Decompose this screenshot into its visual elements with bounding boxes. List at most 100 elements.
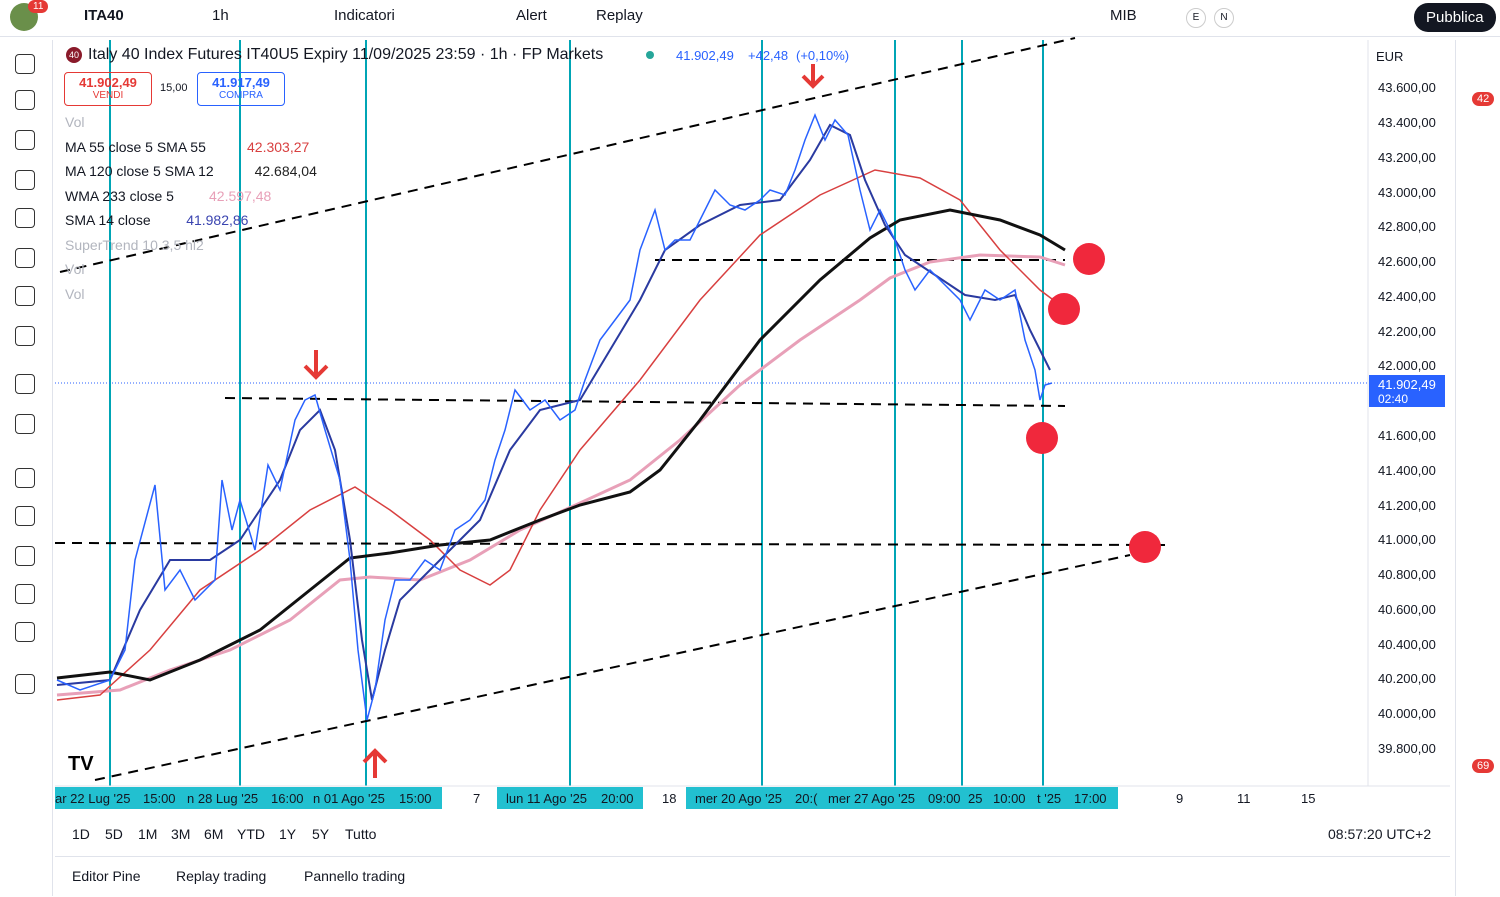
symbol[interactable]: ITA40 xyxy=(84,7,124,24)
indicator-name: SuperTrend 10 3,5 hl2 xyxy=(65,236,204,253)
change: +42,48 xyxy=(748,48,789,63)
left-toolbar xyxy=(0,40,53,896)
range-button[interactable]: 5Y xyxy=(312,826,330,842)
time-label: 20:( xyxy=(795,791,818,806)
price-label-bg xyxy=(1369,375,1445,407)
price-label: 43.000,00 xyxy=(1378,185,1436,200)
arrows xyxy=(303,64,825,778)
time-label: 10:00 xyxy=(993,791,1026,806)
price-label: 40.400,00 xyxy=(1378,637,1436,652)
tool-icon[interactable] xyxy=(15,54,35,74)
price-label: 41.000,00 xyxy=(1378,532,1436,547)
range-button[interactable]: 1Y xyxy=(279,826,297,842)
price-label: 42.800,00 xyxy=(1378,219,1436,234)
time-label: 18 xyxy=(662,791,677,806)
range-button[interactable]: YTD xyxy=(237,826,265,842)
indicator-name: MA 55 close 5 SMA 55 xyxy=(65,138,206,155)
alert-button[interactable]: Alert xyxy=(516,7,547,24)
range-button[interactable]: 6M xyxy=(204,826,224,842)
last-price: 41.902,49 xyxy=(676,48,734,63)
price-axis-bg xyxy=(1368,40,1450,786)
exchange[interactable]: MIB xyxy=(1110,7,1137,24)
buy-price: 41.917,49 xyxy=(212,75,270,90)
time-label: 16:00 xyxy=(271,791,304,806)
legend-title: Italy 40 Index Futures IT40U5 Expiry 11/… xyxy=(88,46,604,63)
tool-icon[interactable] xyxy=(15,130,35,150)
tool-icon[interactable] xyxy=(15,468,35,488)
tool-icon[interactable] xyxy=(15,90,35,110)
tool-icon[interactable] xyxy=(15,584,35,604)
ma-120 xyxy=(56,208,1066,682)
range-button[interactable]: Tutto xyxy=(345,826,377,842)
price-label: 42.600,00 xyxy=(1378,254,1436,269)
time-label: t '25 xyxy=(1037,791,1062,806)
price-label: 42.200,00 xyxy=(1378,324,1436,339)
price-label: 43.200,00 xyxy=(1378,150,1436,165)
range-button[interactable]: 1D xyxy=(72,826,90,842)
tool-icon[interactable] xyxy=(15,546,35,566)
price-label: 42.000,00 xyxy=(1378,358,1436,373)
indicator-value: 42.597,48 xyxy=(209,187,272,204)
alerts-badge: 42 xyxy=(1472,92,1495,106)
tool-icon[interactable] xyxy=(15,326,35,346)
indicators-button[interactable]: Indicatori xyxy=(334,7,395,24)
price-label: 40.600,00 xyxy=(1378,602,1436,617)
tool-icon[interactable] xyxy=(15,674,35,694)
range-button[interactable]: 3M xyxy=(171,826,191,842)
time-label: 09:00 xyxy=(928,791,961,806)
time-label: 9 xyxy=(1176,791,1184,806)
sell-button[interactable]: 41.902,49 VENDI xyxy=(64,72,152,106)
tool-icon[interactable] xyxy=(15,286,35,306)
time-label: 15:00 xyxy=(399,791,432,806)
tool-icon[interactable] xyxy=(15,208,35,228)
price-label: 43.600,00 xyxy=(1378,80,1436,95)
replay-button[interactable]: Replay xyxy=(596,7,643,24)
ma-55 xyxy=(56,169,1061,701)
e-button[interactable]: E xyxy=(1186,8,1206,28)
tool-icon[interactable] xyxy=(15,622,35,642)
bottom-panel xyxy=(55,856,1450,897)
tool-icon[interactable] xyxy=(15,414,35,434)
tool-icon[interactable] xyxy=(15,248,35,268)
indicator-value: 41.982,86 xyxy=(186,212,249,228)
indicator-name: MA 120 close 5 SMA 12 xyxy=(65,163,214,179)
tool-icon[interactable] xyxy=(15,374,35,394)
range-button[interactable]: 1M xyxy=(138,826,158,842)
time-label: 25 xyxy=(968,791,983,806)
n-button[interactable]: N xyxy=(1214,8,1234,28)
bottom-tab[interactable]: Editor Pine xyxy=(72,868,141,884)
price-label: 41.600,00 xyxy=(1378,428,1436,443)
time-label: mer 20 Ago '25 xyxy=(695,791,783,806)
price xyxy=(56,112,1053,721)
time-label: 11 xyxy=(1237,791,1251,806)
price-label: 39.800,00 xyxy=(1378,741,1436,756)
price-label: 41.200,00 xyxy=(1378,498,1436,513)
avatar-badge: 11 xyxy=(28,0,49,13)
buy-button[interactable]: 41.917,49 COMPRA xyxy=(197,72,285,106)
time-label: 20:00 xyxy=(601,791,634,806)
spread: 15,00 xyxy=(160,82,188,94)
right-sidebar xyxy=(1455,40,1500,896)
markers xyxy=(1026,243,1161,563)
clock: 08:57:20 UTC+2 xyxy=(1328,826,1432,842)
bottom-tab[interactable]: Replay trading xyxy=(176,868,267,884)
range-button[interactable]: 5D xyxy=(105,826,123,842)
bottom-tab[interactable]: Pannello trading xyxy=(304,868,406,884)
trend-lines xyxy=(54,37,1166,781)
indicator-name: Vol xyxy=(65,261,85,277)
sell-price: 41.902,49 xyxy=(79,75,137,90)
interval[interactable]: 1h xyxy=(212,7,229,24)
countdown: 02:40 xyxy=(1378,392,1409,406)
time-label: n 28 Lug '25 xyxy=(187,791,259,806)
tool-icon[interactable] xyxy=(15,506,35,526)
status-dot xyxy=(646,51,654,59)
price-label: 40.000,00 xyxy=(1378,706,1436,721)
currency[interactable]: EUR xyxy=(1376,49,1404,64)
time-highlights xyxy=(55,787,1118,809)
tool-icon[interactable] xyxy=(15,170,35,190)
time-label: mer 27 Ago '25 xyxy=(828,791,916,806)
publish-button[interactable]: Pubblica xyxy=(1414,3,1496,32)
price-label: 42.400,00 xyxy=(1378,289,1436,304)
time-label: 15 xyxy=(1301,791,1316,806)
